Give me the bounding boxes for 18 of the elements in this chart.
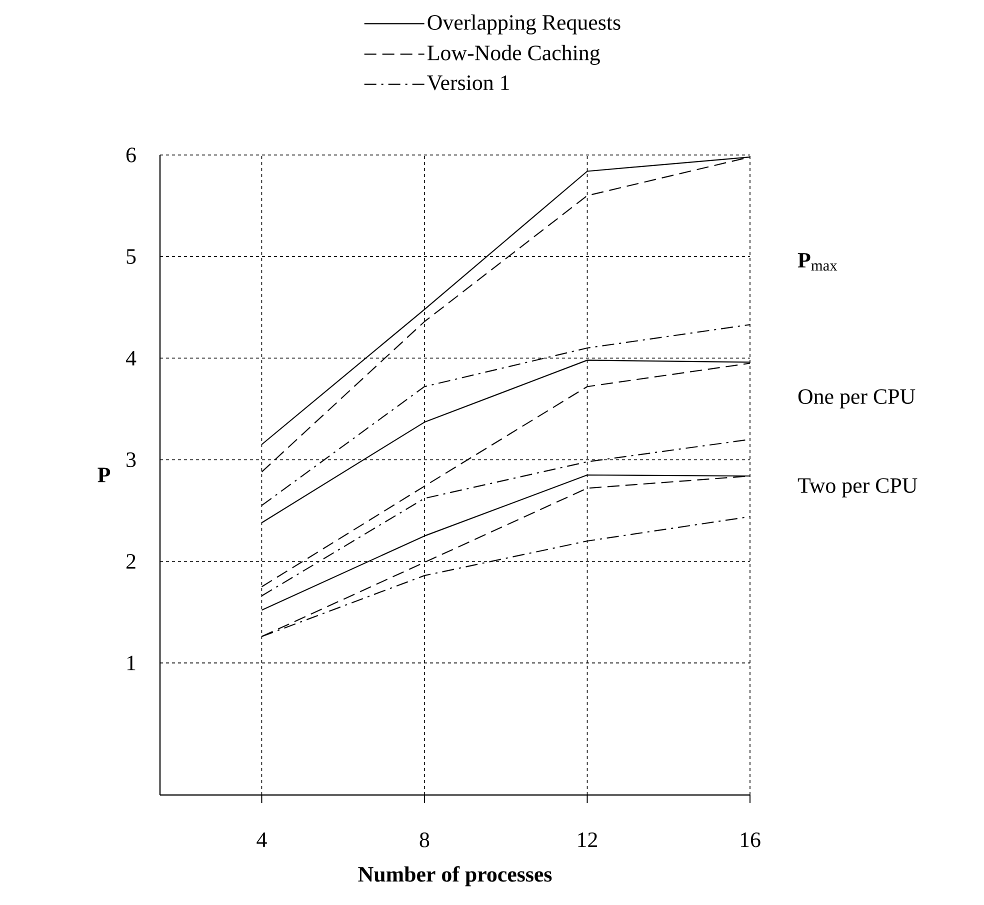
text: Two per CPU: [798, 478, 918, 498]
y-axis-title: P: [98, 468, 110, 482]
legend-label: Version 1: [427, 75, 509, 90]
x-tick-label: 4: [256, 832, 267, 847]
legend-label: Low-Node Caching: [428, 44, 600, 65]
x-tick-label: 16: [740, 832, 760, 848]
y-tick-label: 5: [126, 249, 136, 264]
y-tick-label: 4: [126, 350, 136, 366]
text: One per CPU: [798, 389, 916, 408]
x-axis-title: Number of processes: [358, 866, 552, 886]
y-tick-label: 1: [127, 656, 136, 670]
x-tick-label: 8: [420, 832, 430, 848]
y-tick-label: 3: [126, 452, 136, 468]
text: P$_{max}$: [798, 253, 838, 271]
legend-label: Overlapping Requests: [428, 14, 620, 34]
y-tick-label: 6: [126, 148, 136, 162]
x-tick-label: 12: [578, 832, 597, 848]
y-tick-label: 2: [126, 554, 136, 569]
